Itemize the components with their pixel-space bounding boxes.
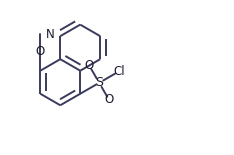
Text: O: O	[36, 45, 45, 58]
Text: Cl: Cl	[113, 65, 125, 78]
Text: O: O	[104, 93, 114, 106]
Text: N: N	[46, 29, 55, 41]
Text: S: S	[95, 76, 103, 89]
Text: O: O	[85, 59, 94, 72]
